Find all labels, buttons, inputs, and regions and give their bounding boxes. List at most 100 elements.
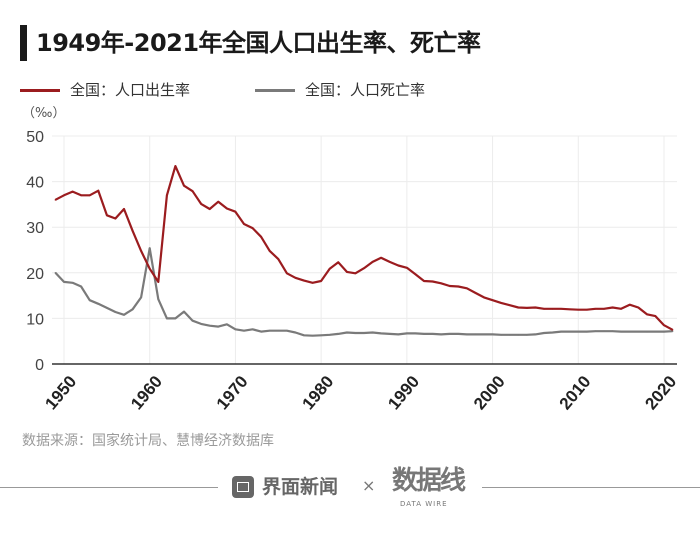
birth-rate-point-2020 (663, 324, 665, 327)
death-rate-point-1953 (88, 299, 91, 301)
x-tick-label: 2010 (556, 372, 595, 413)
death-rate-point-1964 (183, 310, 185, 313)
death-rate-point-1981 (328, 334, 331, 336)
birth-rate-point-1981 (328, 267, 331, 270)
death-rate-point-2011 (586, 330, 588, 333)
death-rate-point-1997 (466, 333, 468, 336)
birth-rate-point-1960 (148, 267, 151, 270)
death-rate-point-1962 (166, 317, 168, 320)
birth-rate-point-1987 (380, 256, 382, 259)
death-rate-point-1950 (63, 281, 65, 283)
death-rate-point-1979 (311, 334, 314, 337)
death-rate-point-1992 (423, 333, 425, 335)
death-rate-point-1977 (294, 331, 297, 334)
death-rate-point-1970 (234, 328, 237, 331)
death-rate-point-1988 (388, 333, 391, 335)
death-rate-point-1976 (286, 329, 288, 332)
y-tick-label: 20 (26, 266, 44, 283)
death-rate-point-1983 (346, 331, 348, 334)
death-rate-point-1963 (174, 317, 177, 320)
death-rate-point-2013 (603, 330, 605, 332)
birth-rate-point-2010 (577, 308, 580, 311)
brand-datawire-logo: 数据线 (392, 466, 466, 496)
birth-rate-point-2011 (586, 308, 588, 311)
death-rate-point-1998 (474, 333, 477, 336)
birth-rate-point-1973 (260, 235, 262, 238)
legend-label-death: 全国：人口死亡率 (305, 81, 426, 99)
birth-rate-point-1982 (337, 261, 340, 264)
birth-rate-point-2018 (646, 313, 648, 316)
x-tick-label: 1950 (41, 372, 80, 413)
birth-rate-point-1964 (183, 184, 185, 187)
death-rate-point-1975 (277, 329, 280, 332)
birth-rate-point-2009 (568, 308, 571, 311)
birth-rate-point-1977 (294, 277, 297, 279)
death-rate-point-1969 (226, 323, 228, 326)
death-rate-line (54, 247, 673, 337)
birth-rate-point-1949 (54, 199, 57, 201)
legend-label-birth: 全国：人口出生率 (70, 81, 191, 99)
birth-rate-point-1958 (131, 230, 134, 232)
death-rate-point-2007 (551, 331, 554, 334)
brand-jiemian-text: 界面新闻 (262, 476, 339, 498)
birth-rate-point-1954 (97, 189, 100, 192)
x-tick-label: 1990 (384, 372, 423, 413)
birth-rate-point-2013 (603, 308, 605, 310)
birth-rate-point-2004 (526, 307, 528, 309)
birth-rate-point-1969 (226, 207, 228, 210)
death-rate-point-2015 (620, 330, 622, 333)
death-rate-point-2000 (491, 333, 494, 336)
birth-rate-point-2015 (620, 308, 622, 310)
death-rate-point-2018 (646, 330, 648, 333)
y-tick-label: 40 (26, 175, 44, 192)
death-rate-point-2005 (534, 333, 537, 336)
birth-rate-point-1961 (157, 281, 160, 283)
birth-rate-point-1970 (234, 210, 237, 213)
death-rate-point-1965 (191, 319, 194, 322)
death-rate-point-1958 (131, 308, 134, 311)
brand-datawire-sub: DATA WIRE (400, 500, 448, 508)
birth-rate-point-1974 (268, 250, 271, 252)
death-rate-point-2006 (543, 332, 545, 334)
times-sign: × (362, 476, 376, 495)
birth-rate-point-1968 (217, 200, 220, 203)
legend-item-death-rate: 全国：人口死亡率 (255, 80, 425, 100)
birth-rate-point-1996 (457, 285, 460, 288)
birth-rate-point-2007 (551, 308, 554, 310)
data-source: 数据来源：国家统计局、慧博经济数据库 (22, 433, 274, 449)
death-rate-point-2002 (508, 334, 511, 336)
x-tick-label: 2000 (470, 372, 509, 413)
death-rate-point-1956 (114, 311, 117, 313)
y-tick-label: 50 (26, 129, 44, 146)
death-rate-point-1966 (200, 323, 202, 325)
birth-rate-point-2021 (671, 329, 674, 331)
footer: 界面新闻 × 数据线 DATA WIRE (0, 466, 700, 516)
birth-rate-point-1971 (243, 223, 245, 225)
death-rate-point-1995 (448, 333, 451, 335)
brand-jiemian: 界面新闻 (232, 474, 338, 500)
death-rate-point-1987 (380, 332, 382, 335)
death-rate-point-1960 (148, 247, 151, 249)
y-axis-unit: （‰） (22, 106, 66, 121)
birth-rate-point-1972 (251, 227, 254, 229)
birth-rate-point-1999 (483, 296, 485, 299)
y-tick-label: 0 (35, 357, 44, 374)
death-rate-point-1991 (414, 332, 417, 335)
birth-rate-point-2008 (560, 308, 562, 310)
birth-rate-point-1966 (200, 203, 202, 205)
death-rate-point-2009 (568, 330, 571, 333)
birth-rate-point-1963 (174, 165, 177, 167)
death-rate-point-2004 (526, 334, 528, 336)
birth-rate-point-2017 (637, 306, 640, 309)
birth-rate-point-1995 (448, 285, 451, 287)
birth-rate-point-1998 (474, 292, 477, 294)
death-rate-point-1984 (354, 332, 357, 334)
x-tick-label: 1980 (299, 372, 338, 413)
death-rate-point-1972 (251, 328, 254, 331)
death-rate-point-1996 (457, 333, 460, 335)
death-rate-point-1971 (243, 329, 245, 332)
legend-swatch-death (255, 88, 295, 92)
death-rate-point-1959 (140, 296, 142, 299)
death-rate-point-1974 (268, 329, 271, 332)
birth-rate-point-2003 (517, 306, 520, 309)
